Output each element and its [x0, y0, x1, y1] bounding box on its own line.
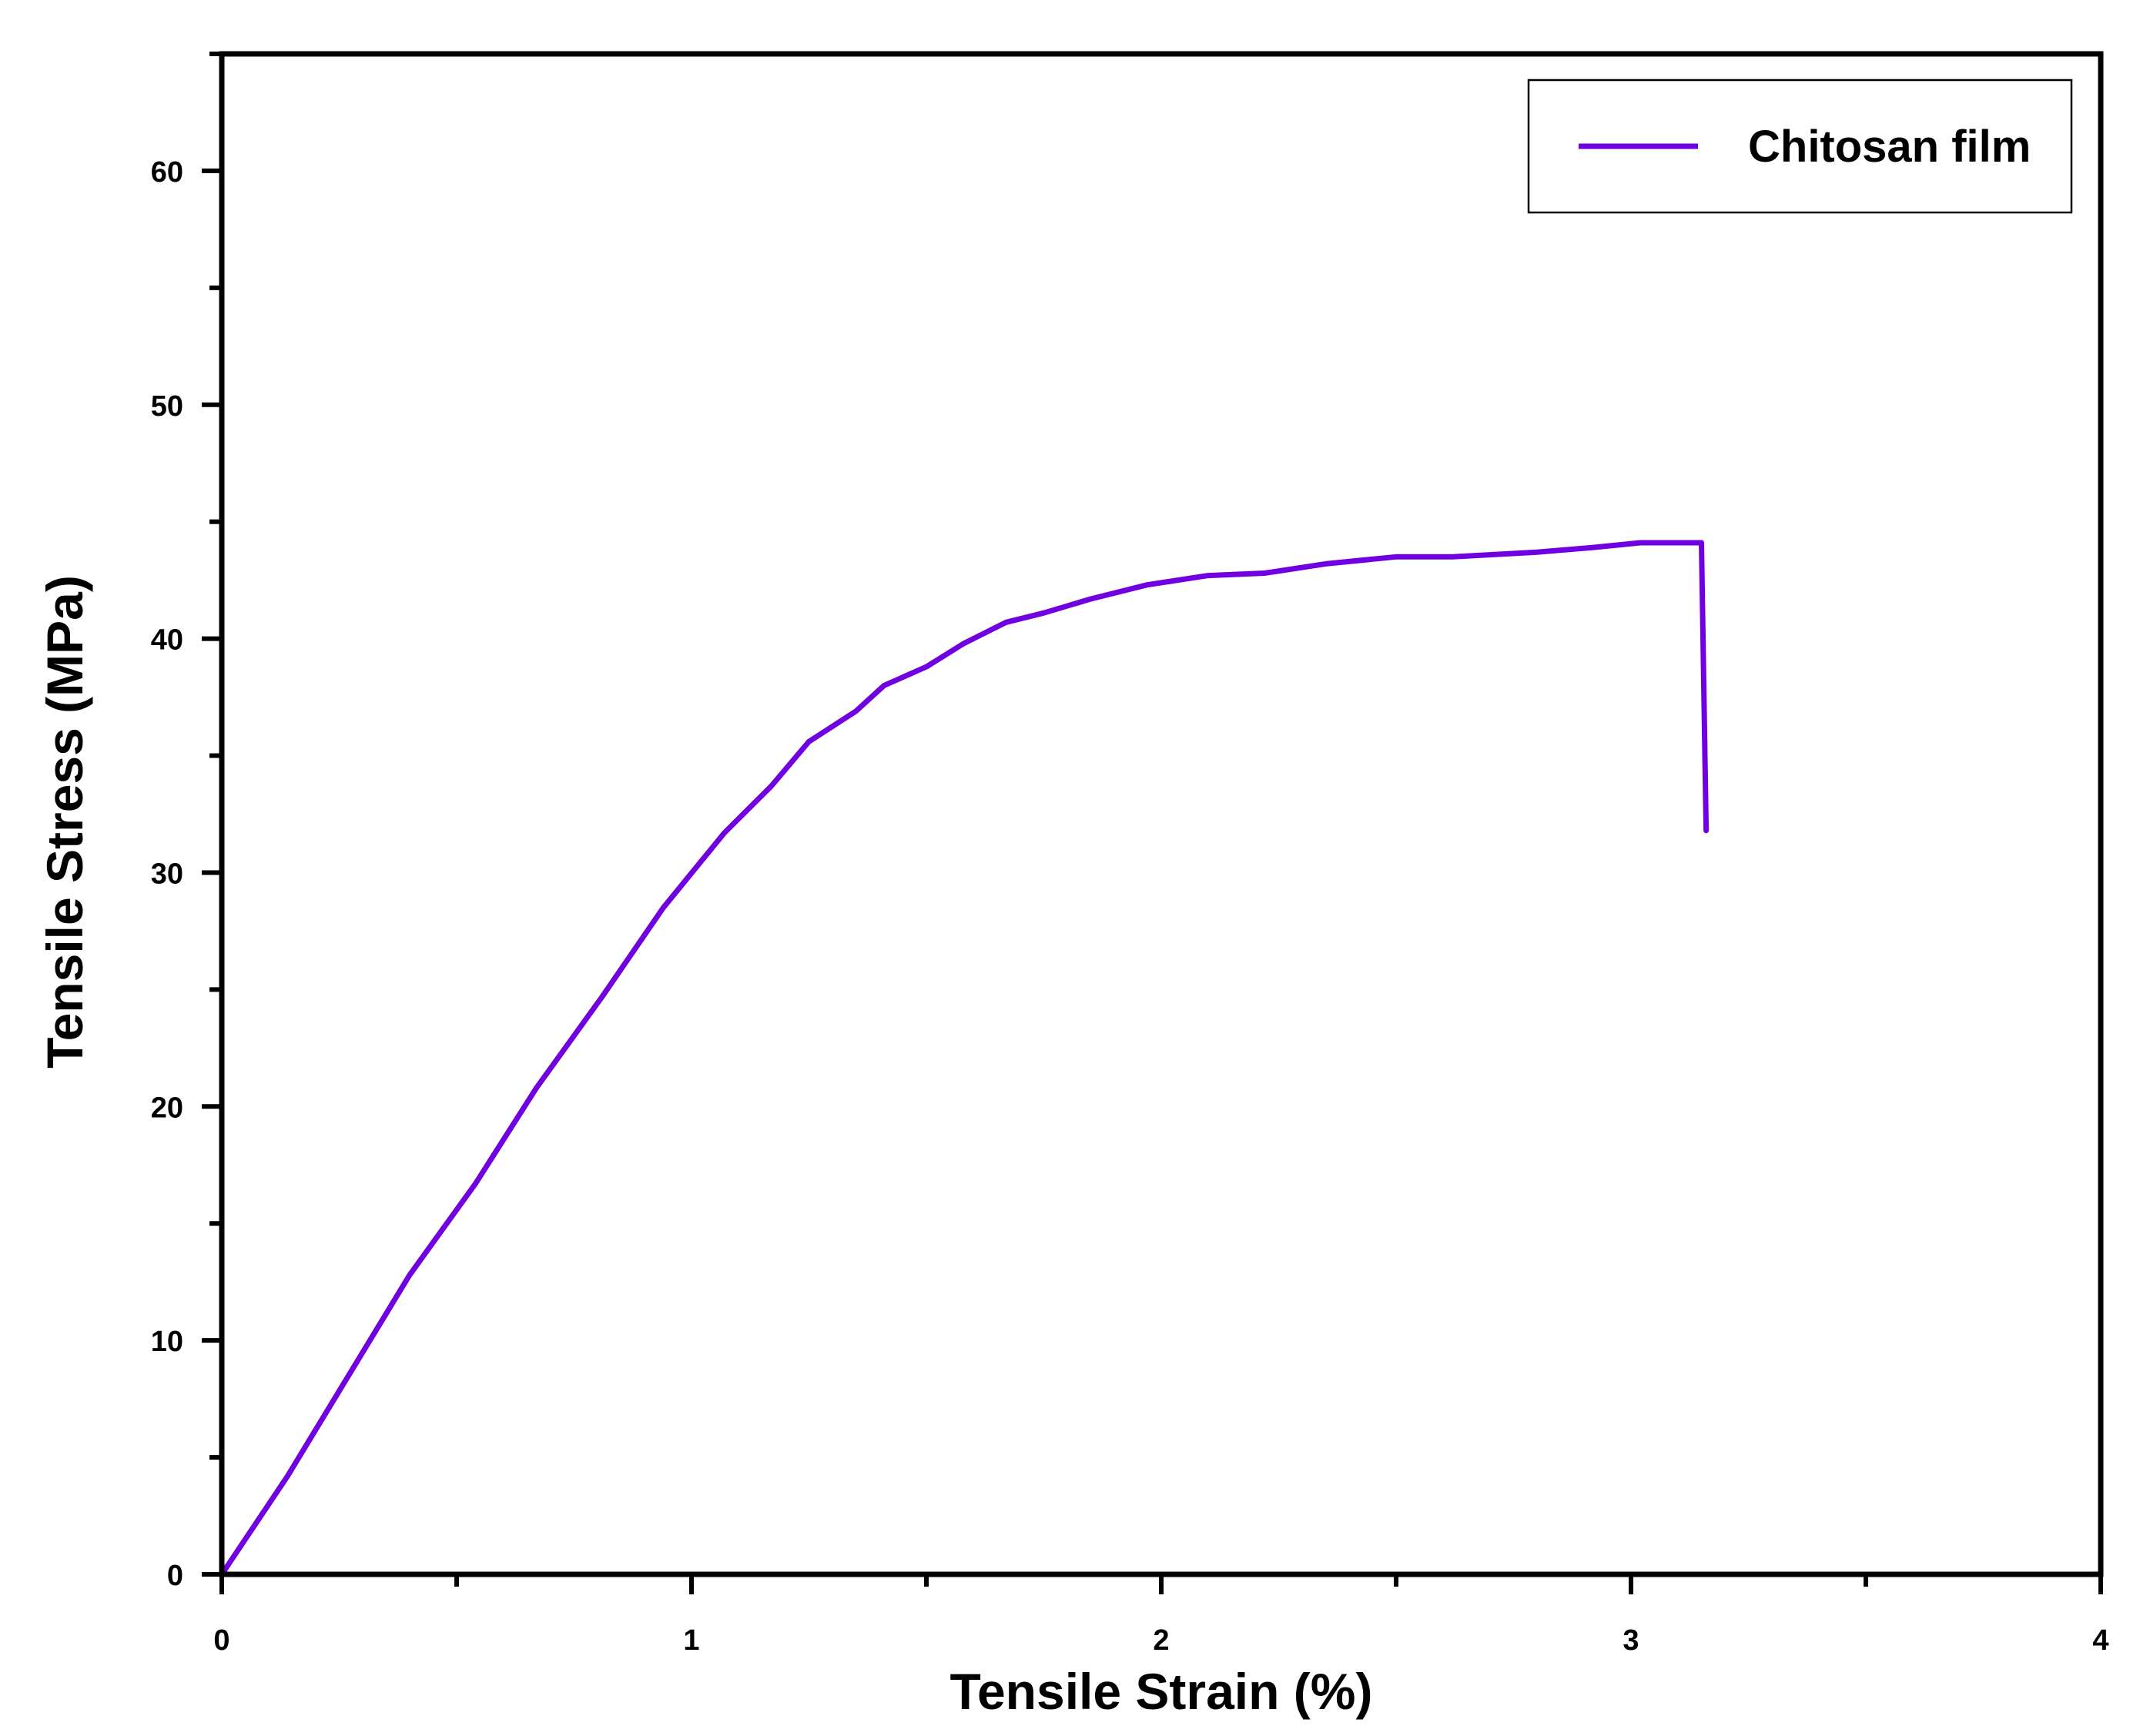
y-tick-label: 10 [151, 1326, 183, 1358]
y-tick-label: 20 [151, 1092, 183, 1124]
series-line-0 [219, 540, 1710, 1577]
y-axis-title: Tensile Stress (MPa) [36, 575, 93, 1069]
x-tick-label: 4 [2092, 1624, 2108, 1657]
y-tick-label: 30 [151, 858, 183, 890]
legend-label: Chitosan film [1748, 122, 2031, 172]
x-axis-ticks: 0 1 2 3 4 [213, 1574, 2109, 1657]
x-tick-label: 0 [213, 1624, 229, 1657]
y-tick-label: 60 [151, 156, 183, 189]
plot-frame [219, 51, 2104, 1577]
y-tick-label: 50 [151, 390, 183, 423]
y-tick-label: 40 [151, 624, 183, 657]
y-axis-ticks: 0 10 20 30 40 50 60 [151, 52, 222, 1592]
legend: Chitosan film [1527, 79, 2073, 214]
x-tick-label: 3 [1623, 1624, 1639, 1657]
series-layer [219, 540, 1710, 1577]
y-tick-label: 0 [167, 1560, 183, 1592]
x-tick-label: 2 [1153, 1624, 1169, 1657]
x-axis-title: Tensile Strain (%) [950, 1663, 1373, 1720]
x-tick-label: 1 [683, 1624, 699, 1657]
